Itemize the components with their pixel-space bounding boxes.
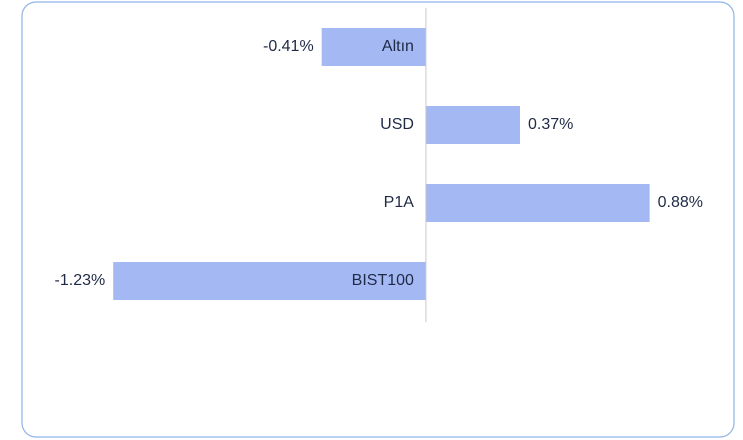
value-label: 0.37%: [528, 116, 573, 133]
bar: [113, 262, 426, 300]
category-label: Altın: [382, 38, 414, 55]
value-label: -1.23%: [55, 272, 106, 289]
bar: [425, 184, 650, 222]
bar: [321, 28, 426, 66]
category-label: BIST100: [352, 272, 414, 289]
value-label: -0.41%: [263, 38, 314, 55]
category-label: P1A: [384, 194, 415, 211]
card-frame: [21, 1, 735, 438]
value-label: 0.88%: [658, 194, 703, 211]
bar: [425, 106, 520, 144]
category-label: USD: [380, 116, 414, 133]
